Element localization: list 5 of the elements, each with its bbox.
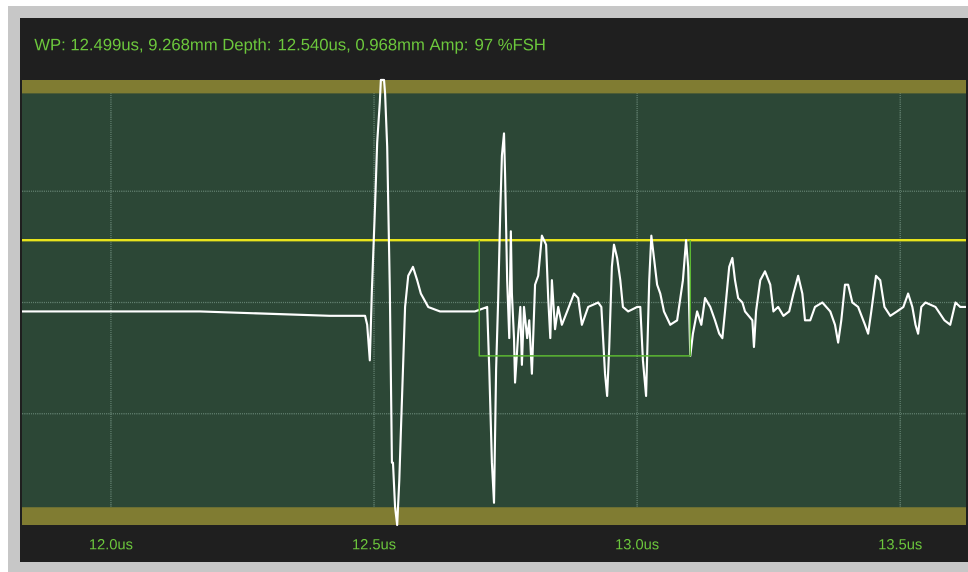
x-tick-label: 13.5us [879,539,922,550]
chart-title: WP: 12.499us, 9.268mm Depth: 12.540us, 0.968mm Amp: 97 %FSH [34,38,545,54]
x-tick-label: 13.0us [616,539,659,550]
x-tick-label: 12.5us [353,539,396,550]
x-tick-label: 12.0us [90,539,132,550]
